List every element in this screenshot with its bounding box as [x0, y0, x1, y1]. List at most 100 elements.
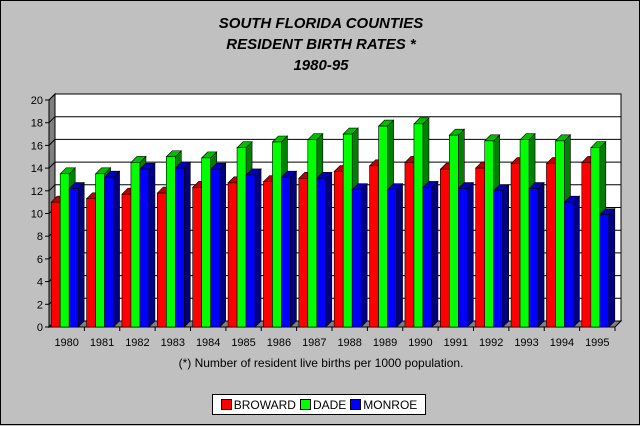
bar-side-monroe — [467, 181, 474, 328]
bar-monroe — [422, 187, 433, 328]
y-tick-label: 14 — [31, 163, 43, 175]
bar-monroe — [175, 167, 185, 328]
legend-item-monroe: MONROE — [350, 398, 417, 412]
y-tick-label: 6 — [37, 254, 43, 266]
y-tick-label: 10 — [31, 209, 43, 221]
bar-side-monroe — [254, 168, 262, 328]
bar-side-monroe — [290, 170, 297, 328]
bar-broward — [404, 162, 415, 328]
bar-dade — [272, 141, 282, 328]
bar-dade — [590, 147, 601, 328]
bar-side-monroe — [219, 162, 226, 328]
bar-broward — [50, 201, 61, 328]
chart-title: SOUTH FLORIDA COUNTIES — [218, 15, 424, 32]
legend-swatch-monroe — [350, 399, 362, 410]
legend-swatch-broward — [220, 399, 232, 410]
bar-dade — [95, 173, 105, 328]
bar-side-monroe — [537, 181, 545, 328]
gridline — [48, 138, 621, 146]
bar-broward — [192, 187, 202, 328]
x-tick-label: 1991 — [444, 337, 468, 349]
bar-broward — [581, 162, 592, 328]
bar-side-monroe — [113, 170, 120, 328]
x-tick-label: 1992 — [479, 337, 503, 349]
chart-subtitle: RESIDENT BIRTH RATES * — [226, 36, 416, 53]
bar-monroe — [281, 176, 291, 328]
x-tick-label: 1984 — [196, 337, 220, 349]
bar-monroe — [139, 168, 150, 328]
legend-item-broward: BROWARD — [220, 397, 296, 412]
bar-side-monroe — [77, 181, 85, 328]
bar-side-monroe — [573, 195, 580, 328]
x-tick-label: 1993 — [514, 337, 538, 349]
bar-broward — [475, 167, 485, 328]
bar-broward — [157, 192, 167, 328]
bar-monroe — [210, 168, 220, 328]
chart-period: 1980-95 — [293, 57, 349, 74]
bar-dade — [307, 139, 318, 328]
x-tick-label: 1980 — [54, 337, 78, 349]
bar-monroe — [104, 176, 114, 328]
bar-side-monroe — [148, 162, 156, 328]
x-tick-label: 1986 — [267, 337, 291, 349]
y-tick-label: 16 — [31, 140, 43, 152]
legend-label-dade: DADE — [312, 397, 347, 412]
legend-item-dade: DADE — [299, 397, 347, 412]
bar-side-monroe — [184, 161, 191, 328]
bar-dade — [413, 123, 424, 328]
bar-dade — [342, 133, 353, 328]
legend-swatch-dade — [299, 399, 311, 410]
y-tick-label: 12 — [31, 186, 43, 198]
x-tick-label: 1982 — [125, 337, 149, 349]
legend-label-monroe: MONROE — [363, 397, 418, 412]
bar-dade — [378, 125, 388, 328]
bar-dade — [449, 134, 459, 328]
bar-monroe — [351, 189, 362, 328]
bar-dade — [236, 147, 247, 328]
bar-dade — [484, 140, 494, 328]
x-tick-label: 1989 — [373, 337, 397, 349]
x-tick-label: 1981 — [90, 337, 114, 349]
gridline — [48, 161, 621, 169]
bar-monroe — [599, 214, 610, 328]
bar-broward — [298, 178, 309, 328]
bar-broward — [369, 165, 379, 328]
bar-side-monroe — [360, 182, 368, 328]
bar-broward — [263, 181, 273, 328]
y-tick-label: 8 — [37, 231, 43, 243]
bar-side-monroe — [396, 182, 403, 328]
bar-broward — [333, 171, 344, 328]
x-tick-label: 1987 — [302, 337, 326, 349]
bar-broward — [227, 182, 238, 328]
y-tick-label: 0 — [37, 322, 43, 334]
bar-dade — [555, 140, 565, 328]
bar-dade — [59, 173, 70, 328]
bar-monroe — [316, 178, 327, 328]
x-tick-label: 1995 — [585, 337, 609, 349]
bar-broward — [546, 163, 556, 328]
bar-dade — [519, 139, 530, 328]
x-tick-label: 1990 — [408, 337, 432, 349]
y-tick-label: 20 — [31, 95, 43, 107]
x-tick-label: 1994 — [550, 337, 574, 349]
bar-monroe — [458, 188, 468, 328]
bar-side-monroe — [502, 184, 509, 328]
x-tick-label: 1988 — [337, 337, 361, 349]
y-tick-label: 4 — [37, 277, 43, 289]
x-tick-label: 1983 — [161, 337, 185, 349]
gridline — [48, 116, 621, 124]
bar-side-monroe — [325, 171, 333, 328]
bar-monroe — [245, 174, 256, 328]
bar-monroe — [387, 189, 397, 328]
bar-side-monroe — [608, 207, 616, 328]
legend: BROWARD DADE MONROE — [212, 394, 426, 415]
bar-broward — [121, 193, 132, 328]
bar-dade — [166, 156, 176, 328]
y-tick-label: 2 — [37, 299, 43, 311]
bar-monroe — [564, 201, 574, 328]
bar-monroe — [68, 188, 79, 328]
bar-broward — [86, 198, 96, 328]
legend-label-broward: BROWARD — [233, 397, 296, 412]
